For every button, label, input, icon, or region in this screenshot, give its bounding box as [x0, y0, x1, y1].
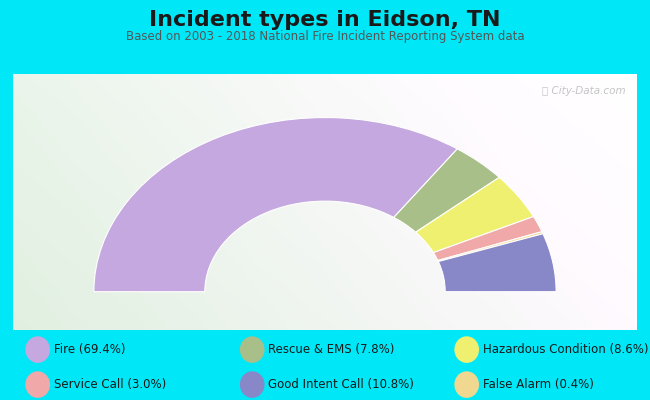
Ellipse shape	[25, 336, 50, 363]
Text: Fire (69.4%): Fire (69.4%)	[54, 343, 125, 356]
Text: Good Intent Call (10.8%): Good Intent Call (10.8%)	[268, 378, 414, 391]
Text: Hazardous Condition (8.6%): Hazardous Condition (8.6%)	[483, 343, 649, 356]
Wedge shape	[415, 177, 534, 253]
Wedge shape	[94, 118, 458, 292]
Wedge shape	[438, 234, 556, 292]
Text: False Alarm (0.4%): False Alarm (0.4%)	[483, 378, 594, 391]
Text: Based on 2003 - 2018 National Fire Incident Reporting System data: Based on 2003 - 2018 National Fire Incid…	[125, 30, 525, 43]
Ellipse shape	[454, 336, 479, 363]
Wedge shape	[434, 216, 542, 260]
Text: Service Call (3.0%): Service Call (3.0%)	[54, 378, 166, 391]
Ellipse shape	[25, 371, 50, 398]
Text: Incident types in Eidson, TN: Incident types in Eidson, TN	[150, 10, 500, 30]
Text: Rescue & EMS (7.8%): Rescue & EMS (7.8%)	[268, 343, 395, 356]
Ellipse shape	[454, 371, 479, 398]
Ellipse shape	[240, 371, 265, 398]
Text: ⓘ City-Data.com: ⓘ City-Data.com	[542, 86, 625, 96]
Ellipse shape	[240, 336, 265, 363]
Wedge shape	[394, 149, 499, 232]
Wedge shape	[438, 232, 543, 262]
